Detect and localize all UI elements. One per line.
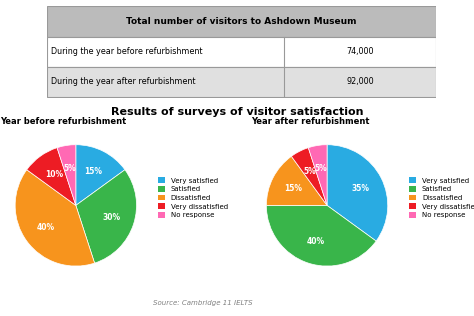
FancyBboxPatch shape (47, 37, 436, 67)
Wedge shape (327, 145, 388, 241)
Text: 74,000: 74,000 (346, 47, 374, 56)
Legend: Very satisfied, Satisfied, Dissatisfied, Very dissatisfied, No response: Very satisfied, Satisfied, Dissatisfied,… (410, 177, 474, 218)
Text: Total number of visitors to Ashdown Museum: Total number of visitors to Ashdown Muse… (127, 17, 357, 26)
Text: Year before refurbishment: Year before refurbishment (0, 117, 126, 126)
Text: Year after refurbishment: Year after refurbishment (251, 117, 370, 126)
Wedge shape (57, 145, 76, 205)
Text: 92,000: 92,000 (346, 77, 374, 86)
Text: During the year before refurbishment: During the year before refurbishment (51, 47, 203, 56)
Text: 5%: 5% (64, 164, 76, 173)
Text: Source: Cambridge 11 IELTS: Source: Cambridge 11 IELTS (153, 301, 253, 306)
Text: 5%: 5% (315, 164, 328, 173)
Wedge shape (308, 145, 327, 205)
Text: 15%: 15% (284, 184, 302, 193)
Text: During the year after refurbishment: During the year after refurbishment (51, 77, 196, 86)
Wedge shape (266, 156, 327, 205)
Text: 40%: 40% (306, 237, 325, 246)
FancyBboxPatch shape (47, 67, 436, 97)
Legend: Very satisfied, Satisfied, Dissatisfied, Very dissatisfied, No response: Very satisfied, Satisfied, Dissatisfied,… (158, 177, 228, 218)
Text: 30%: 30% (102, 213, 121, 222)
Wedge shape (15, 170, 95, 266)
Text: 35%: 35% (352, 184, 370, 193)
Wedge shape (292, 148, 327, 205)
Text: 10%: 10% (45, 170, 63, 179)
Wedge shape (266, 205, 376, 266)
Wedge shape (27, 148, 76, 205)
Text: 40%: 40% (36, 223, 55, 232)
Text: 5%: 5% (304, 167, 316, 176)
FancyBboxPatch shape (47, 6, 436, 37)
Text: Results of surveys of visitor satisfaction: Results of surveys of visitor satisfacti… (111, 107, 363, 117)
Wedge shape (76, 145, 125, 205)
Text: 15%: 15% (84, 167, 102, 176)
Wedge shape (76, 170, 137, 263)
